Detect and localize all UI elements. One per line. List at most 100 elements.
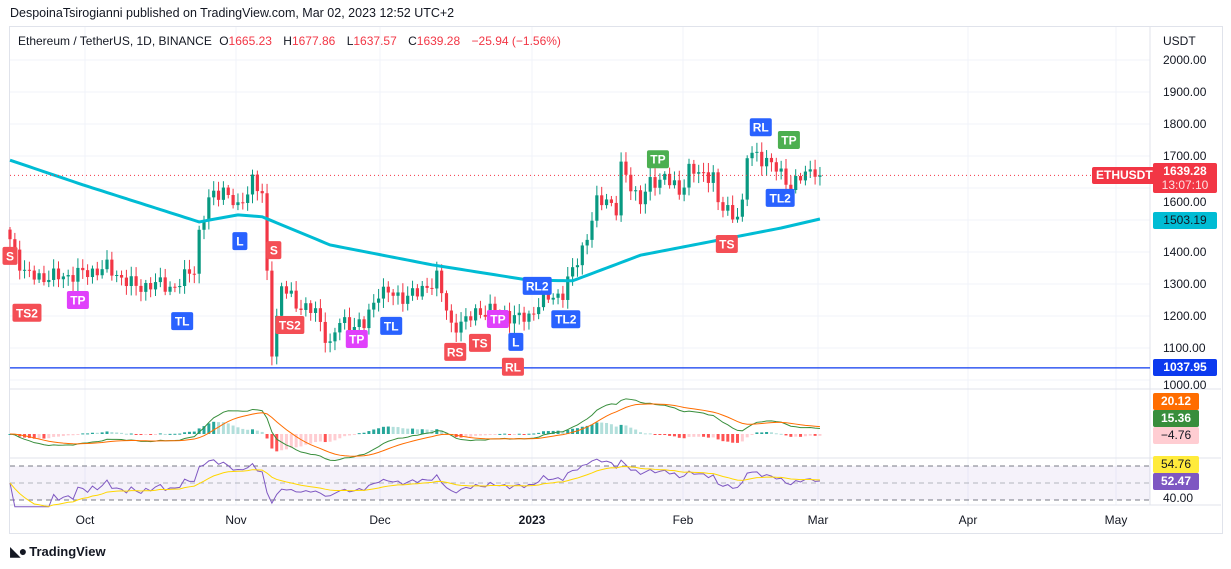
candle-body xyxy=(144,283,148,292)
macd-histogram-bar xyxy=(144,434,148,435)
candle-body xyxy=(134,276,138,286)
macd-histogram-bar xyxy=(736,434,739,443)
candle-body xyxy=(532,313,536,315)
price-tick: 1900.00 xyxy=(1163,85,1207,99)
signal-label-ts2: TS2 xyxy=(275,315,305,334)
signal-label-text: TP xyxy=(650,153,665,167)
macd-histogram-bar xyxy=(270,434,274,449)
signal-label-box xyxy=(444,342,467,361)
signal-label-box xyxy=(2,246,18,265)
candle-body xyxy=(406,295,410,304)
macd-histogram-bar xyxy=(241,428,245,434)
symbol-title[interactable]: Ethereum / TetherUS, 1D, BINANCE xyxy=(18,34,212,48)
candle-body xyxy=(454,322,458,333)
candle-body xyxy=(231,194,235,206)
candle-body xyxy=(682,187,686,195)
candle-body xyxy=(299,308,303,310)
close-value: 1639.28 xyxy=(416,34,461,48)
candle-body xyxy=(798,176,803,181)
signal-label-rl: RL xyxy=(501,357,524,376)
signal-label-box xyxy=(380,316,403,335)
rsi-line xyxy=(9,458,820,508)
candle-body xyxy=(580,245,584,266)
macd-histogram-bar xyxy=(192,431,196,434)
candle-body xyxy=(352,327,356,331)
signal-label-text: TS2 xyxy=(279,318,301,332)
candle-body xyxy=(774,162,778,172)
tradingview-logo[interactable]: ◣● TradingView xyxy=(10,543,106,560)
candle-body xyxy=(420,285,424,297)
candle-body xyxy=(173,286,177,288)
candle-body xyxy=(474,308,478,321)
macd-histogram-bar xyxy=(561,431,565,434)
candle-body xyxy=(221,187,225,200)
signal-label-text: TS xyxy=(472,336,487,350)
macd-histogram-bar xyxy=(348,434,351,436)
macd-histogram-bar xyxy=(333,434,337,441)
candle-body xyxy=(250,174,255,195)
candle-body xyxy=(309,303,313,313)
candle-body xyxy=(410,288,415,296)
macd-histogram-bar xyxy=(566,429,570,434)
macd-histogram-bar xyxy=(411,428,415,434)
candle-body xyxy=(818,175,822,177)
candle-body xyxy=(284,286,289,294)
candle-body xyxy=(71,275,75,282)
candle-body xyxy=(187,269,192,274)
macd-histogram-bar xyxy=(740,434,744,442)
signal-label-text: TL xyxy=(175,315,190,329)
candle-body xyxy=(18,249,22,271)
macd-histogram-bar xyxy=(808,434,812,436)
candle-body xyxy=(275,315,279,357)
candle-body xyxy=(294,290,298,309)
macd-histogram-bar xyxy=(391,426,395,434)
candle-body xyxy=(571,267,575,277)
macd-histogram-bar xyxy=(386,426,390,434)
price-tick: 1000.00 xyxy=(1163,378,1207,392)
time-label: Dec xyxy=(369,513,391,527)
candle-body xyxy=(270,270,274,357)
candle-body xyxy=(435,270,439,289)
signal-label-ts2: TS2 xyxy=(12,303,42,322)
macd-histogram-bar xyxy=(629,427,633,434)
macd-histogram-bar xyxy=(42,434,46,439)
candle-body xyxy=(139,285,143,292)
macd-histogram-bar xyxy=(706,434,710,438)
candle-body xyxy=(760,151,764,167)
macd-histogram-bar xyxy=(716,434,720,440)
signal-label-l: L xyxy=(508,332,524,351)
macd-histogram-bar xyxy=(401,428,405,434)
macd-histogram-bar xyxy=(663,434,667,435)
macd-histogram-bar xyxy=(357,433,361,435)
macd-histogram-bar xyxy=(265,434,269,439)
macd-histogram-bar xyxy=(105,431,109,434)
candle-body xyxy=(731,205,735,220)
candle-body xyxy=(246,194,250,203)
macd-histogram-bar xyxy=(221,422,225,434)
high-label: H xyxy=(283,34,292,48)
macd-histogram-bar xyxy=(634,429,638,434)
candle-body xyxy=(255,174,259,192)
candle-body xyxy=(27,269,31,271)
macd-histogram-bar xyxy=(750,434,754,435)
macd-histogram-bar xyxy=(217,422,221,434)
macd-histogram-bar xyxy=(314,434,318,443)
candle-body xyxy=(178,285,182,288)
candle-body xyxy=(444,293,449,311)
candle-body xyxy=(609,199,613,203)
signal-label-box xyxy=(765,188,795,207)
candle-body xyxy=(333,332,337,342)
signal-label-tl: TL xyxy=(171,312,194,331)
macd-histogram-bar xyxy=(90,432,94,434)
price-tick: 1600.00 xyxy=(1163,195,1207,209)
macd-histogram-bar xyxy=(61,434,65,437)
macd-histogram-bar xyxy=(488,434,492,435)
macd-histogram-bar xyxy=(154,434,157,435)
signal-label-tp: TP xyxy=(66,291,89,309)
macd-histogram-bar xyxy=(367,431,371,434)
candle-body xyxy=(115,275,119,277)
candle-body xyxy=(794,176,798,190)
macd-histogram-bar xyxy=(304,434,308,445)
macd-histogram-bar xyxy=(537,432,541,434)
